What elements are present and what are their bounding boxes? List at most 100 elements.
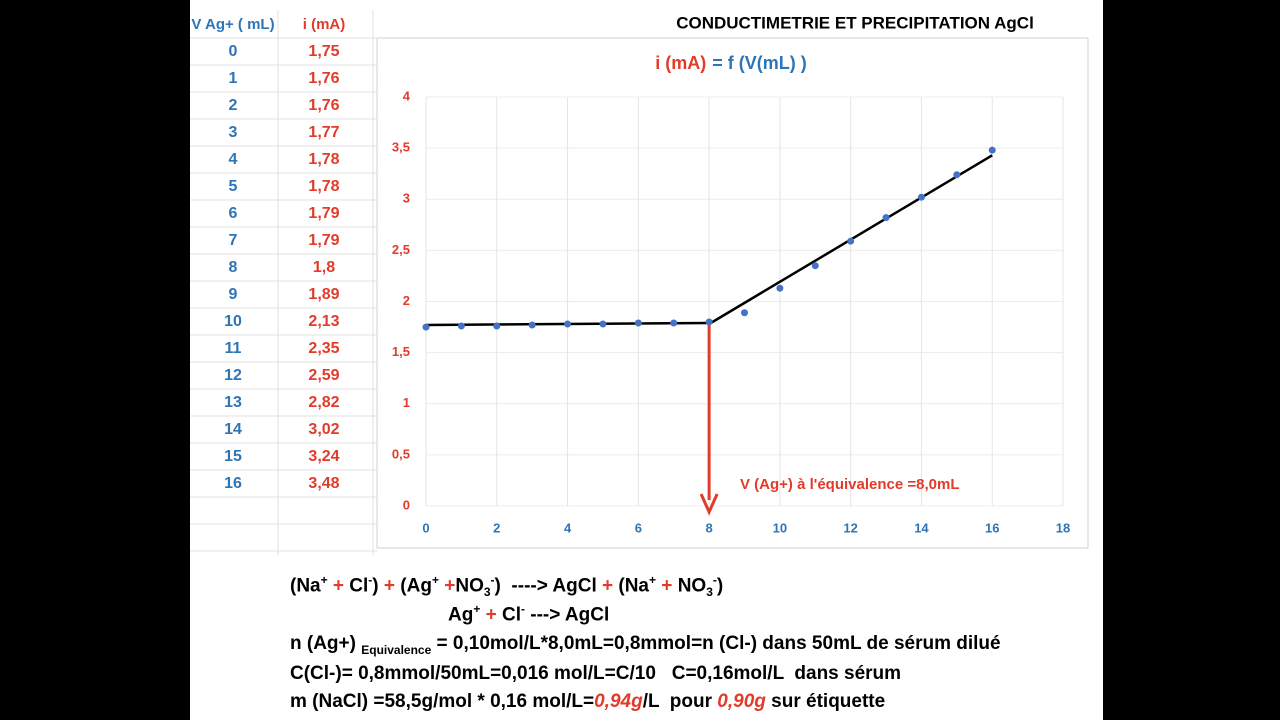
- title-part: i (mA): [655, 53, 706, 73]
- point: [705, 318, 713, 326]
- x-tick-label: 0: [422, 520, 429, 535]
- note-text: +: [473, 602, 481, 616]
- note-text: +: [320, 573, 328, 587]
- title-part: = f (V(mL) ): [712, 53, 807, 73]
- note-text: (Ag: [395, 575, 432, 597]
- note-text: +: [431, 573, 439, 587]
- note-text: -: [521, 602, 525, 616]
- table-cell: 15: [224, 448, 242, 465]
- point: [953, 171, 961, 179]
- y-tick-label: 3: [403, 191, 410, 206]
- x-tick-label: 14: [914, 520, 929, 535]
- table-cell: 13: [224, 394, 242, 411]
- x-tick-label: 10: [773, 520, 787, 535]
- note-text: NO: [455, 575, 484, 597]
- note-text: Cl: [502, 604, 521, 626]
- note-text: ): [716, 575, 724, 597]
- table-cell: 14: [224, 421, 242, 438]
- note-text: NO: [677, 575, 707, 597]
- point: [847, 237, 855, 245]
- table-cell: 4: [229, 151, 238, 168]
- note-text: Cl: [349, 575, 369, 597]
- y-tick-label: 4: [403, 88, 411, 103]
- note-text: ---> AgCl: [525, 604, 610, 626]
- table-cell: 1,8: [313, 259, 335, 276]
- point: [564, 320, 572, 328]
- x-tick-label: 8: [705, 520, 712, 535]
- point: [422, 323, 430, 331]
- note-line: (Na+ + Cl-) + (Ag+ +NO3-) ----> AgCl + (…: [290, 573, 723, 599]
- table-cell: 1,77: [308, 124, 339, 141]
- table-cell: 1,78: [308, 178, 339, 195]
- column-header: V Ag+ ( mL): [191, 16, 274, 33]
- table-cell: 0: [229, 43, 238, 60]
- table-cell: 3,48: [308, 475, 339, 492]
- note-text: /L pour: [642, 691, 718, 712]
- note-line: Ag+ + Cl- ---> AgCl: [448, 602, 609, 626]
- table-cell: 3: [229, 124, 238, 141]
- table-cell: 9: [229, 286, 238, 303]
- note-text: +: [602, 575, 614, 597]
- point: [741, 309, 748, 317]
- y-tick-label: 2,5: [392, 242, 410, 257]
- table-cell: 16: [224, 475, 242, 492]
- table-cell: 2: [229, 97, 238, 114]
- x-tick-label: 2: [493, 520, 500, 535]
- table-cell: 1,76: [308, 70, 339, 87]
- note-text: = 0,10mol/L*8,0mL=0,8mmol=n (Cl-) dans 5…: [431, 633, 1001, 654]
- point: [776, 284, 784, 292]
- note-text: 3: [706, 585, 713, 600]
- table-cell: 1,78: [308, 151, 339, 168]
- table-cell: 8: [229, 259, 238, 276]
- note-text: (Na: [290, 575, 321, 597]
- note-line: n (Ag+) Equivalence = 0,10mol/L*8,0mL=0,…: [290, 633, 1001, 657]
- x-tick-label: 6: [635, 520, 642, 535]
- y-tick-label: 2: [403, 293, 410, 308]
- note-text: Equivalence: [361, 642, 432, 657]
- note-text: +: [480, 604, 502, 626]
- point: [528, 321, 536, 329]
- table-cell: 1,79: [308, 232, 339, 249]
- x-tick-label: 18: [1056, 520, 1070, 535]
- arrow-head: [699, 493, 719, 516]
- y-tick-label: 1: [403, 395, 410, 410]
- table-cell: 2,13: [308, 313, 339, 330]
- chart-area: [376, 37, 1089, 549]
- point: [493, 322, 501, 330]
- table-cell: 1: [229, 70, 238, 87]
- chart-title: i (mA) = f (V(mL) ): [655, 53, 807, 73]
- table-cell: 5: [229, 178, 238, 195]
- note-text: 0,94g: [594, 691, 643, 712]
- table-cell: 1,89: [308, 286, 339, 303]
- note-text: (Na: [613, 575, 650, 597]
- note-text: sur étiquette: [765, 691, 886, 712]
- y-tick-label: 0,5: [392, 446, 410, 461]
- table-cell: 2,59: [308, 367, 339, 384]
- y-tick-label: 3,5: [392, 140, 410, 155]
- note-text: Ag: [448, 604, 474, 626]
- table-cell: 10: [224, 313, 242, 330]
- table-cell: 12: [224, 367, 242, 384]
- page-title: CONDUCTIMETRIE ET PRECIPITATION AgCl: [676, 13, 1034, 32]
- table-cell: 7: [229, 232, 238, 249]
- x-tick-label: 12: [843, 520, 857, 535]
- note-text: -: [490, 573, 495, 587]
- point: [670, 319, 678, 327]
- note-text: m (NaCl) =58,5g/mol * 0,16 mol/L=: [290, 691, 595, 712]
- table-cell: 3,02: [308, 421, 339, 438]
- table-cell: 2,35: [308, 340, 339, 357]
- y-tick-label: 0: [403, 497, 410, 512]
- point: [457, 322, 465, 330]
- note-text: n (Ag+): [290, 633, 362, 654]
- table-cell: 6: [229, 205, 238, 222]
- table-cell: 2,82: [308, 394, 339, 411]
- note-text: +: [649, 573, 657, 587]
- note-text: ): [372, 575, 384, 597]
- table-cell: 1,75: [308, 43, 339, 60]
- note-text: C(Cl-)= 0,8mmol/50mL=0,016 mol/L=C/10 C=…: [290, 663, 902, 684]
- note-line: C(Cl-)= 0,8mmol/50mL=0,016 mol/L=C/10 C=…: [290, 663, 901, 685]
- point: [882, 214, 890, 222]
- table-cell: 3,24: [308, 448, 339, 465]
